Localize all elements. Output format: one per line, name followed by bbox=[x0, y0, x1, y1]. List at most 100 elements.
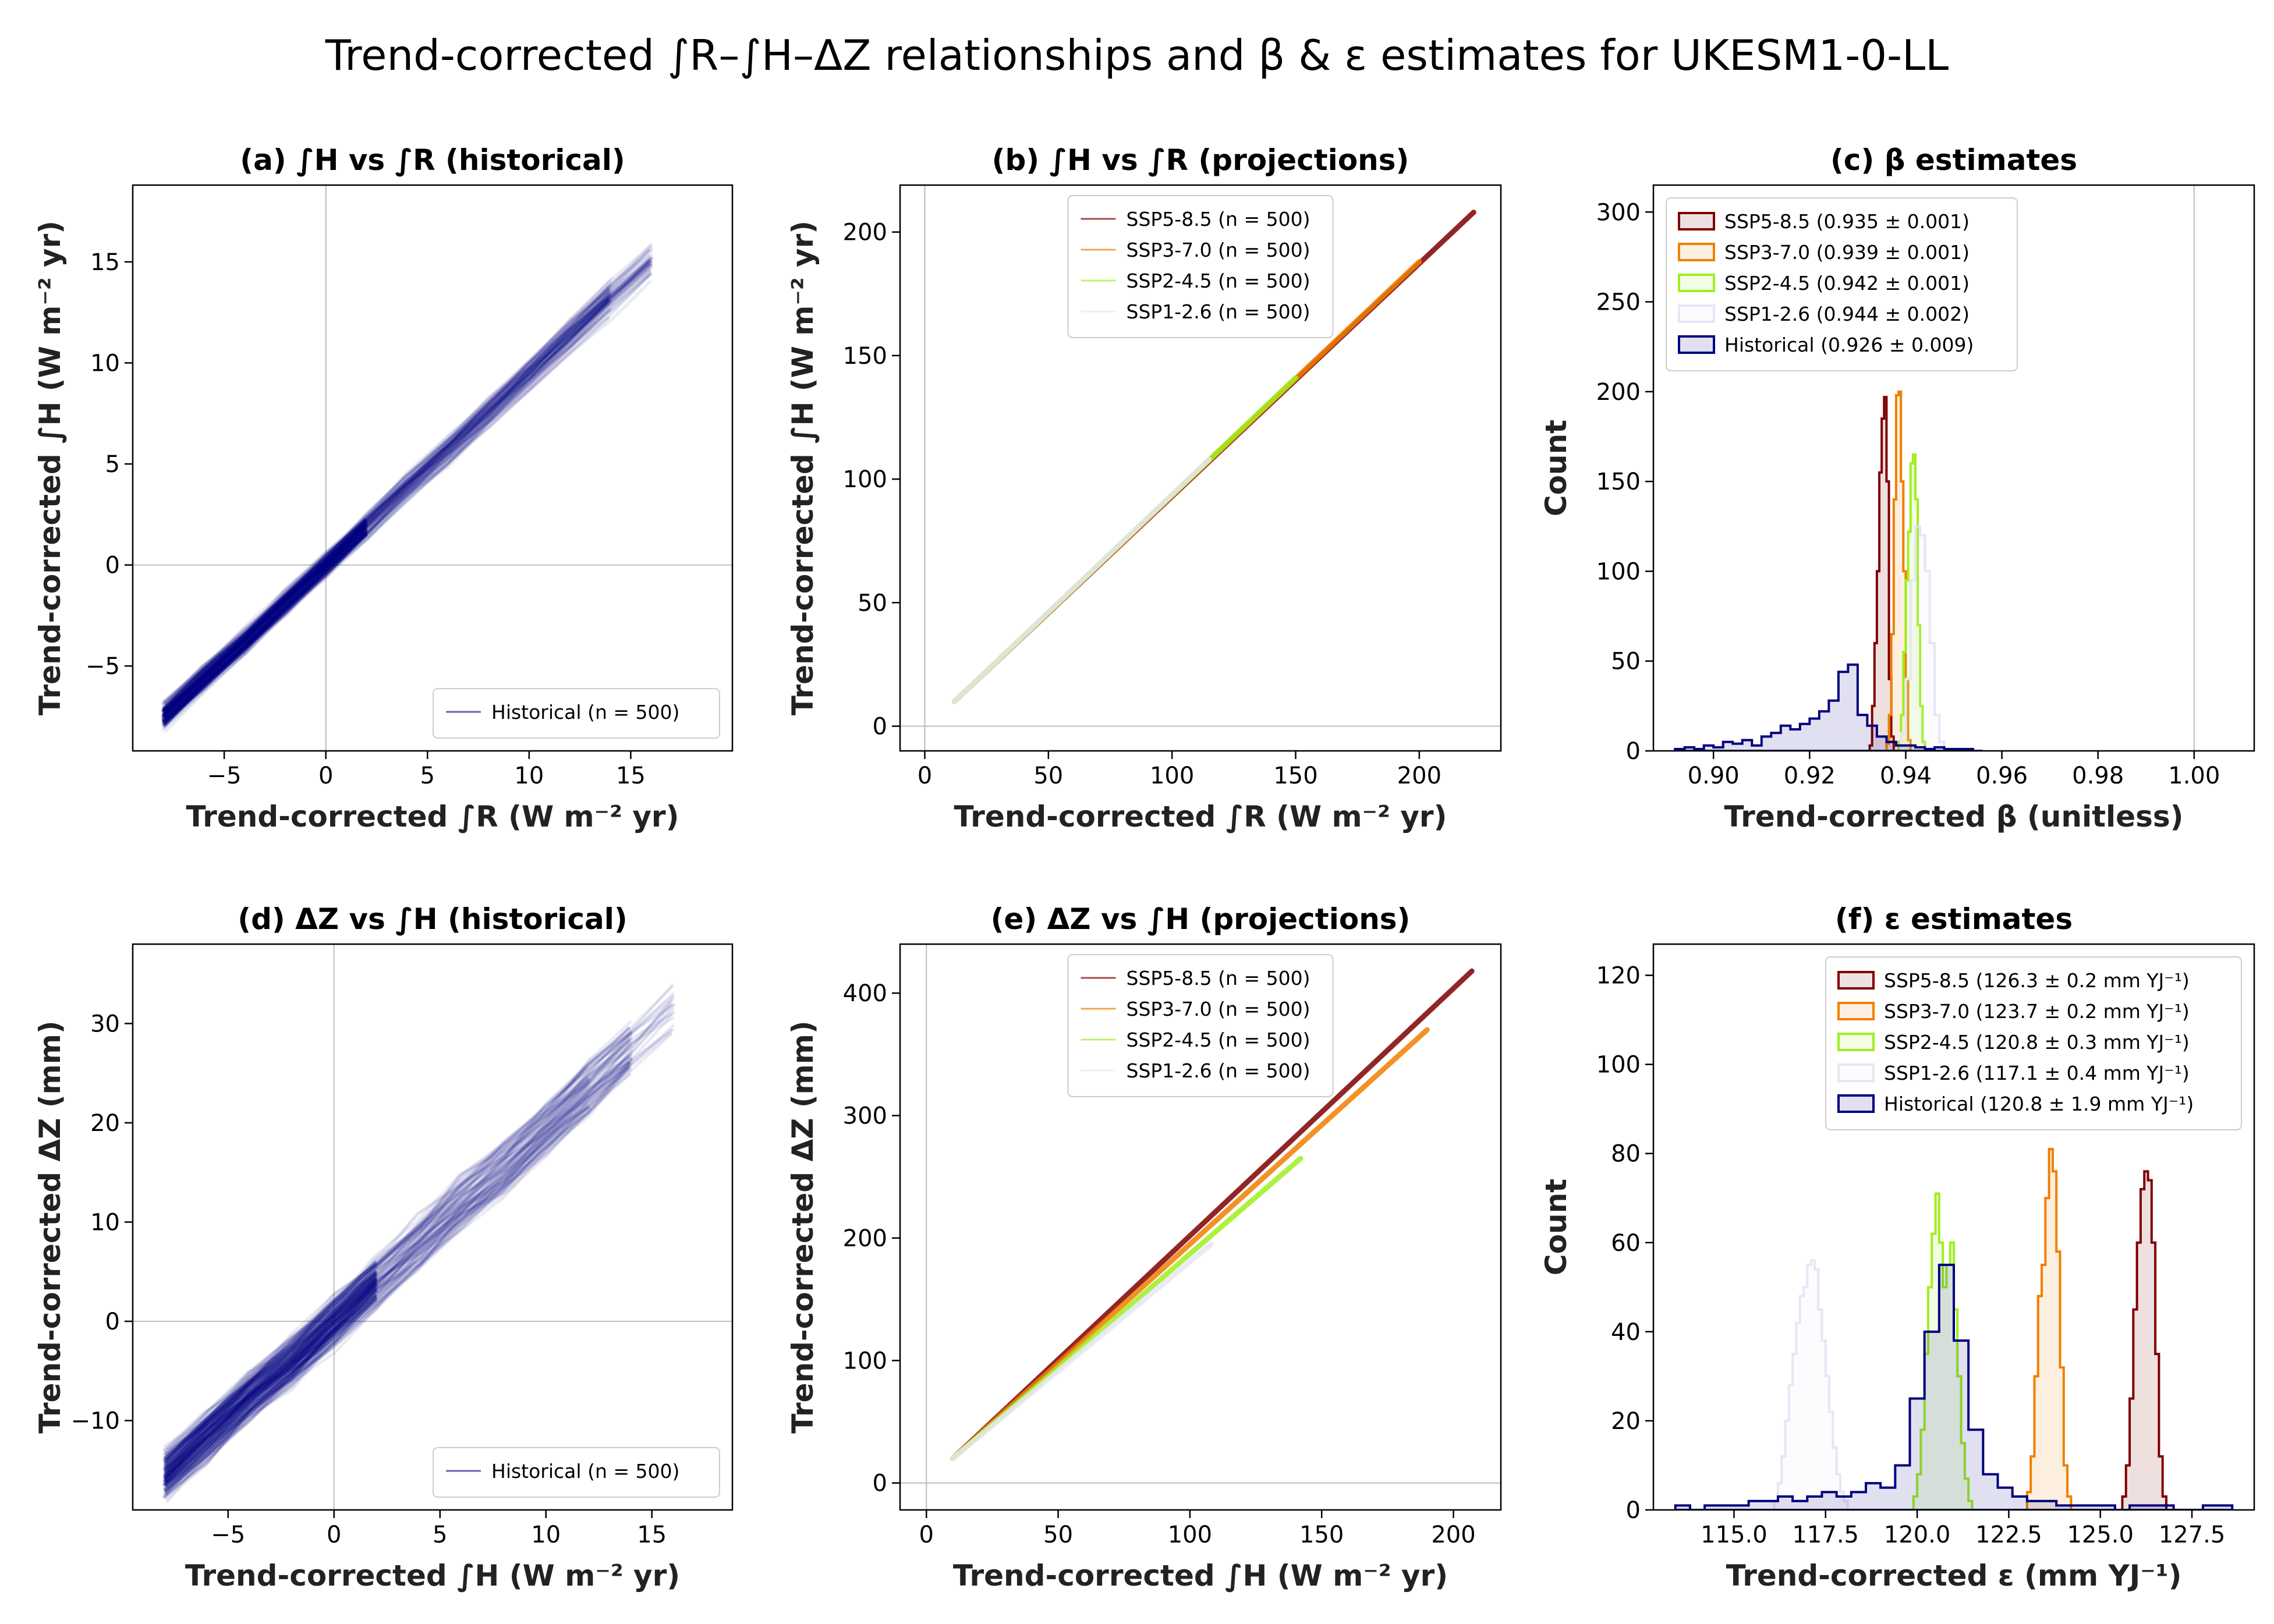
ensemble-member-line bbox=[164, 285, 611, 705]
legend-entry: Historical (n = 500) bbox=[491, 1460, 679, 1483]
ensemble-member-line bbox=[162, 291, 611, 710]
y-tick-label: 20 bbox=[90, 1110, 120, 1137]
ensemble-member-line bbox=[162, 268, 651, 727]
ensemble-member-line bbox=[164, 1032, 633, 1456]
legend-entry: SSP5-8.5 (126.3 ± 0.2 mm YJ⁻¹) bbox=[1884, 969, 2190, 992]
ensemble-core-line bbox=[163, 1274, 378, 1473]
x-ticks: 0 50 100 150 200 bbox=[919, 1510, 1476, 1548]
ensemble-member-line bbox=[165, 1079, 589, 1464]
ensemble-member-line bbox=[165, 1089, 591, 1483]
ensemble-member-line bbox=[164, 1068, 631, 1498]
legend-swatch bbox=[1837, 1094, 1875, 1113]
ensemble-member-line bbox=[164, 1066, 588, 1460]
legend-box bbox=[1825, 956, 2242, 1130]
y-tick-label: 400 bbox=[843, 980, 887, 1007]
ensemble-member-line bbox=[162, 1108, 591, 1499]
ensemble-core-line bbox=[161, 519, 369, 713]
ensemble-member-line bbox=[161, 1104, 591, 1487]
x-tick-label: 50 bbox=[1043, 1522, 1073, 1548]
ensemble-member-line bbox=[163, 249, 654, 718]
ensemble-member-line bbox=[162, 273, 651, 729]
panel-title: (d) ΔZ vs ∫H (historical) bbox=[238, 902, 628, 936]
y-tick-label: 300 bbox=[1596, 199, 1641, 226]
panel-d: −5 0 5 10 15 −10 0 10 20 30 (d) ΔZ vs ∫H (historic… bbox=[33, 902, 734, 1593]
y-tick-label: 100 bbox=[843, 1348, 887, 1374]
ensemble-member-line bbox=[164, 289, 611, 707]
ensemble-member-line bbox=[162, 1072, 632, 1497]
legend-entry: SSP1-2.6 (n = 500) bbox=[1127, 1059, 1310, 1082]
ensemble-member-line bbox=[163, 299, 611, 724]
ensemble-member-line bbox=[161, 1061, 631, 1483]
ensemble-core-line bbox=[163, 1272, 378, 1473]
x-ticks: 0.90 0.92 0.94 0.96 0.98 1.00 bbox=[1688, 751, 2220, 789]
ensemble-core-line bbox=[161, 517, 368, 711]
ensemble-core-line bbox=[163, 1277, 378, 1479]
ensemble-member-line bbox=[165, 1076, 588, 1455]
ensemble-core-line bbox=[163, 1264, 378, 1461]
legend-entry: SSP3-7.0 (0.939 ± 0.001) bbox=[1724, 241, 1970, 264]
x-tick-label: 0 bbox=[919, 1522, 934, 1548]
ensemble-member-line bbox=[161, 260, 653, 705]
y-ticks: 0 50 100 150 200 250 300 bbox=[1596, 199, 1653, 765]
ensemble-core-line bbox=[163, 1260, 378, 1456]
plot-area bbox=[1674, 1148, 2234, 1510]
ensemble-member-line bbox=[165, 1068, 633, 1495]
ensemble-member-line bbox=[161, 293, 611, 722]
legend-swatch bbox=[1678, 212, 1715, 231]
ensemble-member-line bbox=[160, 298, 611, 721]
y-tick-label: −10 bbox=[71, 1408, 120, 1435]
ensemble-member-line bbox=[161, 292, 611, 717]
panel-e: 0 50 100 150 200 0 100 200 300 400 (e) ΔZ vs ∫H (p… bbox=[786, 902, 1502, 1593]
ensemble-member-line bbox=[161, 256, 654, 724]
axes-frame bbox=[899, 943, 1502, 1511]
ensemble-member-line bbox=[162, 1030, 633, 1452]
y-tick-label: 100 bbox=[1596, 1052, 1641, 1079]
ensemble-member-line bbox=[165, 1072, 631, 1485]
ensemble-member-line bbox=[165, 1026, 631, 1451]
x-tick-label: 1.00 bbox=[2168, 763, 2220, 789]
ensemble-member-line bbox=[164, 290, 610, 707]
ensemble-member-line bbox=[162, 263, 651, 725]
ensemble-member-line bbox=[161, 259, 653, 711]
ensemble-member-line bbox=[162, 294, 611, 710]
ensemble-member-line bbox=[163, 1061, 632, 1483]
ensemble-core-line bbox=[163, 1261, 378, 1465]
x-tick-label: 100 bbox=[1150, 763, 1194, 789]
ensemble-core-line bbox=[162, 524, 368, 714]
ensemble-member-line bbox=[162, 1055, 631, 1470]
ensemble-member-line bbox=[163, 279, 652, 724]
ensemble-member-line bbox=[162, 270, 652, 728]
ensemble-core-line bbox=[163, 1293, 378, 1493]
ensemble-member-line bbox=[162, 1065, 632, 1495]
histogram-bars bbox=[1885, 390, 1912, 751]
ensemble-core-line bbox=[163, 1271, 378, 1467]
ensemble-core-line bbox=[163, 1284, 378, 1480]
x-ticks: −5 0 5 10 15 bbox=[207, 751, 646, 789]
ensemble-member-line bbox=[165, 1010, 676, 1474]
y-tick-label: −5 bbox=[86, 653, 120, 680]
y-tick-label: 250 bbox=[1596, 289, 1641, 316]
ensemble-member-line bbox=[162, 1052, 630, 1480]
ensemble-member-line bbox=[163, 299, 613, 725]
ensemble-member-line bbox=[164, 1084, 591, 1491]
ensemble-member-line bbox=[162, 259, 651, 711]
legend-entry: Historical (120.8 ± 1.9 mm YJ⁻¹) bbox=[1884, 1093, 2194, 1115]
ensemble-core-line bbox=[162, 529, 368, 725]
ensemble-member-line bbox=[162, 1038, 631, 1452]
x-axis-label: Trend-corrected ∫R (W m⁻² yr) bbox=[954, 800, 1447, 834]
ensemble-core-line bbox=[163, 1282, 378, 1483]
panel-b: 0 50 100 150 200 0 50 100 150 200 (b) ∫H vs ∫R (pr… bbox=[786, 143, 1502, 834]
ensemble-member-line bbox=[161, 272, 652, 719]
ensemble-member-line bbox=[164, 997, 675, 1463]
ensemble-core-line bbox=[161, 521, 369, 718]
ensemble-core-line bbox=[162, 523, 369, 714]
panel-a: −5 0 5 10 15 −5 0 5 10 15 (a) ∫H vs ∫R (historical… bbox=[33, 143, 734, 834]
x-tick-label: 200 bbox=[1397, 763, 1441, 789]
ensemble-member-line bbox=[162, 248, 651, 714]
ensemble-core-line bbox=[161, 533, 368, 724]
ensemble-member-line bbox=[160, 259, 653, 719]
ensemble-core-line bbox=[162, 530, 368, 723]
ensemble-member-line bbox=[162, 264, 653, 725]
ensemble-member-line bbox=[164, 1057, 633, 1492]
